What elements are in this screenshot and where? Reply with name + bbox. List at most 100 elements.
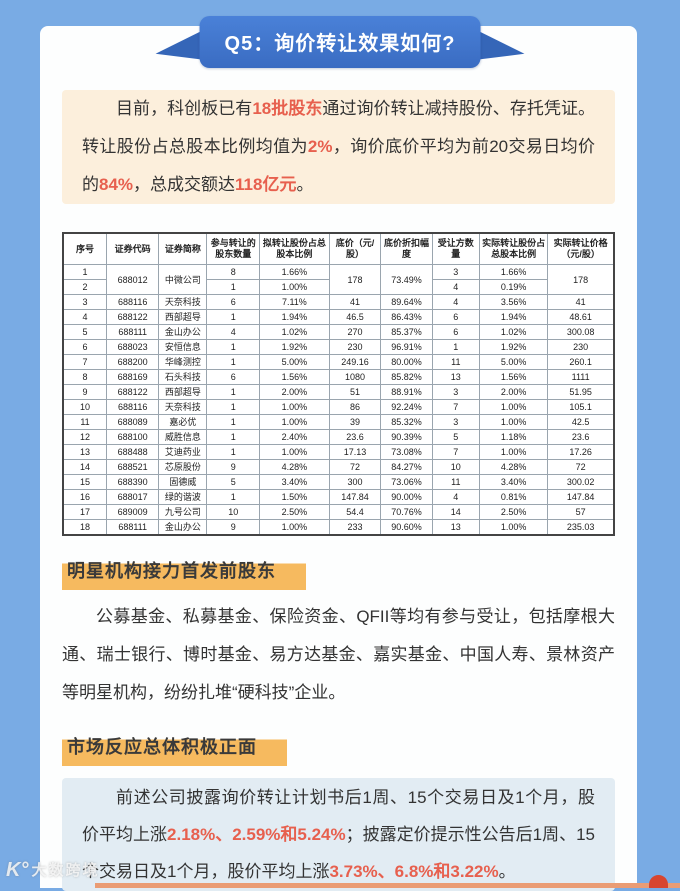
table-cell: 80.00% — [380, 354, 433, 370]
table-cell: 42.5 — [547, 414, 615, 430]
table-row: 18 688111 金山办公 9 1.00% 233 90.60% 13 1.00% 235.03 — [62, 519, 615, 536]
table-cell: 689009 — [106, 504, 160, 520]
transfer-table: 序号 证券代码 证券简称 参与转让的股东数量 拟转让股份占总股本比例 底价（元/股） 底价折… — [62, 232, 615, 536]
table-row: 15 688390 固德威 5 3.40% 300 73.06% 11 3.40% 300.02 — [62, 474, 615, 490]
table-cell: 4 — [431, 489, 480, 505]
table-cell: 688122 — [106, 384, 160, 400]
table-cell: 86 — [328, 399, 382, 415]
brand-logo-icon: K° — [6, 858, 29, 881]
table-cell: 4.28% — [478, 459, 549, 475]
table-cell: 51 — [328, 384, 382, 400]
table-cell: 96.91% — [380, 339, 433, 355]
emphasis-text: 118亿元 — [235, 175, 297, 194]
table-cell: 4 — [62, 309, 108, 325]
table-row: 5 688111 金山办公 4 1.02% 270 85.37% 6 1.02% 300.08 — [62, 324, 615, 340]
emphasis-text: 84% — [99, 175, 134, 194]
table-cell: 1 — [206, 444, 261, 460]
table-cell: 48.61 — [547, 309, 615, 325]
table-cell: 固德威 — [158, 474, 208, 490]
table-cell: 72 — [328, 459, 382, 475]
table-cell: 1.00% — [259, 519, 330, 536]
body-text: ；披露定价提示性公告后1周、15个交易日及1个月，股价平均上涨 — [82, 825, 596, 881]
table-cell: 九号公司 — [158, 504, 208, 520]
column-header: 实际转让价格（元/股） — [547, 232, 615, 265]
table-cell: 6 — [431, 324, 480, 340]
table-cell: 73.49% — [380, 264, 433, 295]
table-cell: 90.39% — [380, 429, 433, 445]
table-cell: 3.40% — [478, 474, 549, 490]
table-cell: 4.28% — [259, 459, 330, 475]
table-cell: 2.00% — [259, 384, 330, 400]
table-cell: 41 — [547, 294, 615, 310]
table-row: 11 688089 嘉必优 1 1.00% 39 85.32% 3 1.00% 42.5 — [62, 414, 615, 430]
table-cell: 9 — [206, 519, 261, 536]
column-header: 底价折扣幅度 — [380, 232, 433, 265]
table-cell: 3 — [431, 264, 480, 280]
table-cell: 13 — [431, 369, 480, 385]
table-cell: 5 — [62, 324, 108, 340]
table-cell: 3.40% — [259, 474, 330, 490]
table-cell: 13 — [62, 444, 108, 460]
table-cell: 1 — [206, 489, 261, 505]
table-cell: 1.94% — [478, 309, 549, 325]
table-cell: 147.84 — [328, 489, 382, 505]
table-cell: 7 — [431, 444, 480, 460]
table-cell: 688023 — [106, 339, 160, 355]
table-cell: 石头科技 — [158, 369, 208, 385]
table-cell: 92.24% — [380, 399, 433, 415]
table-cell: 1.56% — [478, 369, 549, 385]
intro-paragraph: 目前，科创板已有18批股东通过询价转让减持股份、存托凭证。转让股份占总股本比例均… — [82, 90, 595, 204]
table-cell: 1111 — [547, 369, 615, 385]
body-text: 目前，科创板已有 — [116, 99, 253, 118]
table-cell: 1 — [206, 429, 261, 445]
table-cell: 11 — [62, 414, 108, 430]
table-cell: 86.43% — [380, 309, 433, 325]
table-cell: 1.94% — [259, 309, 330, 325]
table-cell: 5.00% — [259, 354, 330, 370]
table-cell: 688122 — [106, 309, 160, 325]
watermark: K° 大数跨境 — [6, 859, 99, 880]
table-cell: 3 — [431, 384, 480, 400]
table-cell: 1.00% — [478, 399, 549, 415]
table-cell: 0.81% — [478, 489, 549, 505]
body-text: ，总成交额达 — [133, 175, 236, 194]
table-cell: 57 — [547, 504, 615, 520]
table-cell: 13 — [431, 519, 480, 536]
table-cell: 54.4 — [328, 504, 382, 520]
table-cell: 300.02 — [547, 474, 615, 490]
table-cell: 5 — [206, 474, 261, 490]
column-header: 证券简称 — [158, 232, 208, 265]
market-reaction-callout: 前述公司披露询价转让计划书后1周、15个交易日及1个月，股价平均上涨2.18%、… — [62, 778, 615, 891]
table-cell: 1 — [206, 414, 261, 430]
table-cell: 18 — [62, 519, 108, 536]
table-cell: 1.00% — [259, 414, 330, 430]
table-cell: 5 — [431, 429, 480, 445]
table-cell: 1.50% — [259, 489, 330, 505]
table-row: 16 688017 绿的谐波 1 1.50% 147.84 90.00% 4 0.81% 147.… — [62, 489, 615, 505]
table-cell: 688200 — [106, 354, 160, 370]
section2-title: 市场反应总体积极正面 — [62, 730, 287, 766]
table-cell: 西部超导 — [158, 309, 208, 325]
column-header: 证券代码 — [106, 232, 160, 265]
table-row: 9 688122 西部超导 1 2.00% 51 88.91% 3 2.00% 51.95 — [62, 384, 615, 400]
body-text: 通过询价转让减持股份、存托凭证。转让股份占总股本比例均值为 — [82, 99, 596, 156]
column-header: 参与转让的股东数量 — [206, 232, 261, 265]
page-title: Q5：询价转让效果如何? — [199, 16, 481, 68]
table-cell: 39 — [328, 414, 382, 430]
table-cell: 1 — [431, 339, 480, 355]
table-cell: 1 — [206, 279, 261, 295]
table-cell: 7.11% — [259, 294, 330, 310]
table-cell: 88.91% — [380, 384, 433, 400]
table-cell: 46.5 — [328, 309, 382, 325]
table-row: 14 688521 芯原股份 9 4.28% 72 84.27% 10 4.28% 72 — [62, 459, 615, 475]
table-cell: 华峰测控 — [158, 354, 208, 370]
table-cell: 中微公司 — [158, 264, 208, 295]
table-cell: 1080 — [328, 369, 382, 385]
table-cell: 688089 — [106, 414, 160, 430]
table-cell: 9 — [206, 459, 261, 475]
table-cell: 178 — [328, 264, 382, 295]
table-cell: 688012 — [106, 264, 160, 295]
table-cell: 7 — [62, 354, 108, 370]
table-cell: 233 — [328, 519, 382, 536]
table-cell: 1 — [206, 339, 261, 355]
